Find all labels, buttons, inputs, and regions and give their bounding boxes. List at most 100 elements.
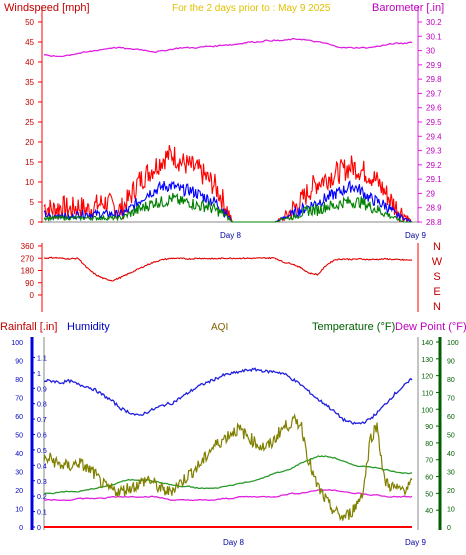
direction-tick-label: 0 [30,291,35,300]
barometer-tick-label: 29.5 [426,118,442,127]
barometer-tick-label: 29.9 [426,61,442,70]
wind-tick-label: 45 [25,38,34,47]
direction-tick-label: 360 [21,242,35,251]
barometer-tick-label: 29.1 [426,175,442,184]
wind-tick-label: 25 [25,118,34,127]
wind-tick-label: 50 [25,18,34,27]
aqi-tick-label: 0 [447,525,451,532]
barometer-tick-label: 29.7 [426,89,442,98]
aqi-tick-label: 100 [447,340,459,347]
wind-panel: 0 5 10 15 20 25 30 35 40 45 50 28.8 28.9 29 29.1 29.2 2… [4,2,444,240]
rain-tick-label: 0 [37,525,41,532]
wind-tick-label: 0 [30,218,35,227]
wind-low-line [43,192,412,223]
aqi-tick-label: 70 [447,396,455,403]
dewpoint-axis-label: Dew Point (°F) [395,321,466,333]
compass-label: N [433,301,441,313]
barometer-tick-label: 29.8 [426,75,442,84]
wind-tick-label: 20 [25,138,34,147]
climate-xlabel-day8: Day 8 [223,538,244,547]
rain-tick-label: 0.4 [37,463,47,470]
aqi-line [43,413,413,522]
climate-xlabel-day9: Day 9 [405,538,426,547]
temp-tick-label: 100 [421,407,433,414]
rain-tick-label: 0.3 [37,479,47,486]
humidity-tick-label: 60 [15,414,23,421]
humidity-tick-label: 40 [15,451,23,458]
period-label: For the 2 days prior to : May 9 2025 [172,3,331,14]
rain-tick-label: 0.1 [37,510,47,517]
wind-xlabel-day9: Day 9 [405,231,426,240]
barometer-tick-label: 29.6 [426,104,442,113]
temp-tick-label: 80 [425,441,433,448]
wind-tick-label: 10 [25,178,34,187]
wind-gust-line [43,144,413,223]
aqi-tick-label: 40 [447,451,455,458]
temperature-axis-label: Temperature (°F) [312,321,395,333]
rain-tick-label: 0.9 [37,386,47,393]
temp-tick-label: 120 [421,374,433,381]
temp-tick-label: 70 [425,458,433,465]
rain-axis-label: Rainfall [.in] [0,321,57,333]
humidity-tick-label: 100 [11,340,23,347]
direction-tick-label: 180 [21,267,35,276]
wind-axis-label: Windspeed [mph] [4,2,90,14]
aqi-tick-label: 80 [447,377,455,384]
compass-label: E [433,286,440,298]
wind-tick-label: 5 [30,198,35,207]
humidity-tick-label: 70 [15,396,23,403]
temp-tick-label: 90 [425,424,433,431]
barometer-line [43,37,413,58]
climate-panel: 0 0.1 0.2 0.3 0.4 0.5 0.6 0.7 0.8 0.9 1 1.1 0 10 20 30… [0,321,466,547]
rain-tick-label: 0.7 [37,417,47,424]
humidity-tick-label: 20 [15,488,23,495]
temp-tick-label: 50 [425,491,433,498]
humidity-tick-label: 0 [19,525,23,532]
rain-tick-label: 0.5 [37,448,47,455]
barometer-tick-label: 30.1 [426,32,442,41]
barometer-tick-label: 30.2 [426,18,442,27]
aqi-tick-label: 50 [447,433,455,440]
compass-label: N [433,241,441,253]
temp-tick-label: 140 [421,340,433,347]
compass-label: S [433,271,440,283]
rain-tick-label: 0.2 [37,494,47,501]
wind-xlabel-day8: Day 8 [220,231,241,240]
temp-tick-label: 60 [425,475,433,482]
barometer-tick-label: 29.3 [426,147,442,156]
humidity-tick-label: 10 [15,507,23,514]
compass-label: W [432,256,443,268]
humidity-axis-label: Humidity [67,321,110,333]
temp-tick-label: 130 [421,357,433,364]
humidity-tick-label: 80 [15,377,23,384]
aqi-tick-label: 10 [447,507,455,514]
wind-tick-label: 15 [25,158,34,167]
rain-tick-label: 0.6 [37,433,47,440]
direction-line [43,256,413,282]
aqi-tick-label: 30 [447,470,455,477]
wind-tick-label: 30 [25,98,34,107]
aqi-tick-label: 60 [447,414,455,421]
barometer-tick-label: 30 [426,47,435,56]
direction-tick-label: 270 [21,254,35,263]
wind-tick-label: 40 [25,58,34,67]
humidity-tick-label: 30 [15,470,23,477]
barometer-tick-label: 28.9 [426,204,442,213]
rain-tick-label: 1 [37,371,41,378]
barometer-axis-label: Barometer [.in] [372,2,444,14]
rain-tick-label: 1.1 [37,355,47,362]
humidity-tick-label: 90 [15,359,23,366]
aqi-tick-label: 20 [447,488,455,495]
aqi-axis-label: AQI [211,322,228,333]
temp-tick-label: 110 [422,390,433,397]
barometer-tick-label: 28.8 [426,218,442,227]
temp-tick-label: 40 [425,508,433,515]
dewpoint-line [43,488,413,502]
wind-tick-label: 35 [25,78,34,87]
barometer-tick-label: 29.4 [426,132,442,141]
temperature-line [43,455,413,495]
direction-tick-label: 90 [25,279,34,288]
rain-tick-label: 0.8 [37,402,47,409]
humidity-line [43,367,413,426]
